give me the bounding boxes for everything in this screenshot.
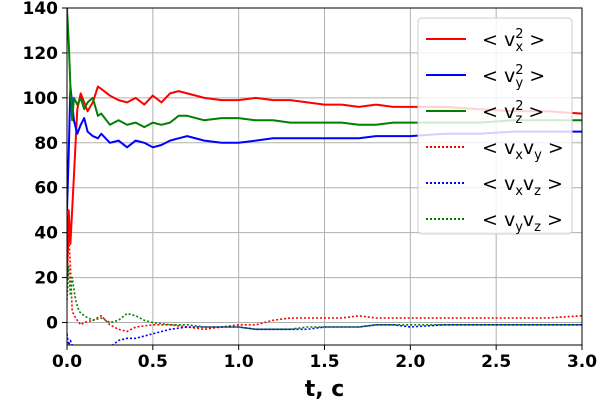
y-axis-ticks: 0 20 40 60 80 100 120 140 xyxy=(23,0,67,334)
y-tick-label: 80 xyxy=(34,134,58,154)
x-tick-label: 1.5 xyxy=(309,352,339,372)
x-tick-label: 3.0 xyxy=(567,352,597,372)
y-tick-label: 20 xyxy=(34,269,58,289)
series-lines xyxy=(67,8,582,345)
series-line-3 xyxy=(67,231,582,333)
y-tick-label: 140 xyxy=(23,0,59,19)
legend-label: < v2 x > xyxy=(482,27,545,55)
x-axis-ticks: 0.0 0.5 1.0 1.5 2.0 2.5 3.0 xyxy=(52,345,597,372)
series-line-1 xyxy=(67,85,582,211)
x-tick-label: 0.0 xyxy=(52,352,82,372)
x-axis-label: t, c xyxy=(305,377,345,400)
legend: < v2 x > < v2 y > < v2 z > < vxvy > < vxvz > < v… xyxy=(417,17,573,235)
x-tick-label: 2.5 xyxy=(481,352,511,372)
y-tick-label: 60 xyxy=(34,179,58,199)
legend-label: < vyvz > xyxy=(482,209,563,235)
x-tick-label: 2.0 xyxy=(395,352,425,372)
x-tick-label: 1.0 xyxy=(224,352,254,372)
legend-label: < vxvz > xyxy=(482,173,563,199)
legend-label: < vxvy > xyxy=(482,137,564,163)
y-tick-label: 40 xyxy=(34,224,58,244)
y-tick-label: 0 xyxy=(46,314,58,334)
legend-label: < v2 z > xyxy=(482,99,544,127)
x-tick-label: 0.5 xyxy=(138,352,168,372)
legend-label: < v2 y > xyxy=(482,63,545,91)
series-line-2 xyxy=(67,8,582,129)
series-line-5 xyxy=(67,265,582,331)
series-line-4 xyxy=(67,323,582,345)
legend-box xyxy=(417,17,573,235)
y-tick-label: 120 xyxy=(23,44,59,64)
y-tick-label: 100 xyxy=(23,89,59,109)
